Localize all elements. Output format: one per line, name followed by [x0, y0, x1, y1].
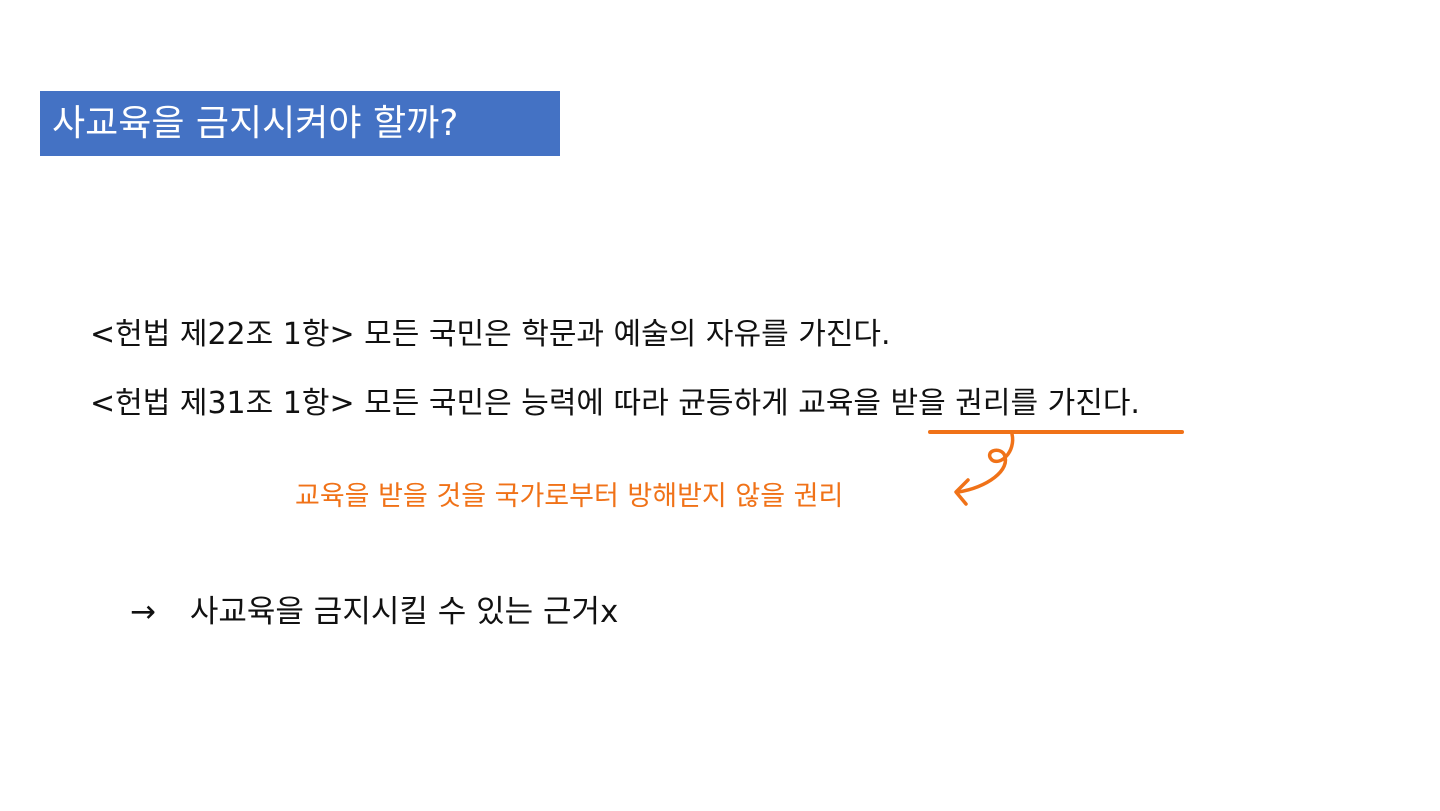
slide-title: 사교육을 금지시켜야 할까?	[40, 91, 560, 156]
slide-title-text: 사교육을 금지시켜야 할까?	[52, 103, 459, 144]
right-arrow-icon: →	[130, 594, 156, 630]
underline-arrow-annotation	[928, 430, 1184, 506]
annotation-text: 교육을 받을 것을 국가로부터 방해받지 않을 권리	[295, 481, 844, 512]
conclusion-text: 사교육을 금지시킬 수 있는 근거x	[189, 594, 619, 630]
curly-arrow-shaft	[956, 432, 1015, 494]
curly-arrow-head-icon	[954, 478, 970, 506]
constitution-article-22: <헌법 제22조 1항> 모든 국민은 학문과 예술의 자유를 가진다.	[90, 317, 891, 352]
conclusion: → 사교육을 금지시킬 수 있는 근거x	[130, 586, 618, 631]
constitution-article-31: <헌법 제31조 1항> 모든 국민은 능력에 따라 균등하게 교육을 받을 권…	[90, 386, 1140, 421]
